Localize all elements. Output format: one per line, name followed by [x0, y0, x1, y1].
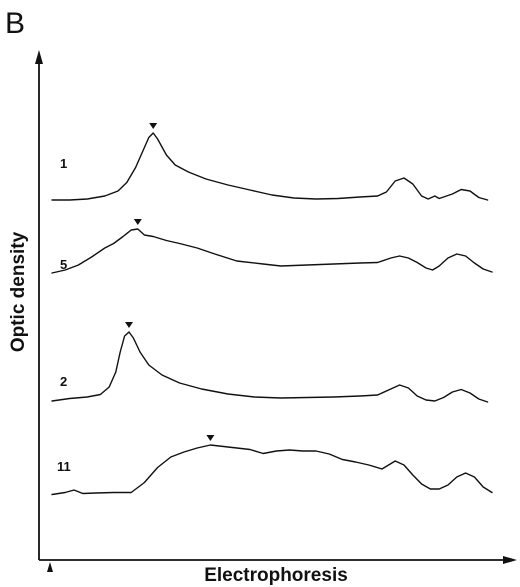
peak-marker-icon: [206, 435, 215, 441]
peak-marker-icon: [125, 322, 133, 328]
origin-marker-icon: [47, 562, 53, 572]
traces: 1 5 2 11: [51, 123, 493, 496]
trace-label-11: 11: [57, 459, 71, 474]
trace-5: [51, 228, 493, 274]
x-axis-label: Electrophoresis: [204, 565, 348, 586]
panel-letter: B: [5, 7, 25, 40]
y-axis-label: Optic density: [8, 231, 29, 352]
trace-label-1: 1: [60, 156, 67, 171]
y-axis-arrowhead: [35, 50, 43, 64]
trace-1: [51, 132, 489, 201]
trace-label-2: 2: [60, 374, 67, 389]
trace-2: [51, 331, 489, 403]
axes: [35, 50, 517, 572]
x-axis-arrowhead: [503, 556, 517, 564]
trace-11: [51, 444, 493, 496]
peak-marker-icon: [133, 219, 142, 225]
peak-marker-icon: [149, 123, 158, 129]
trace-label-5: 5: [60, 257, 67, 272]
